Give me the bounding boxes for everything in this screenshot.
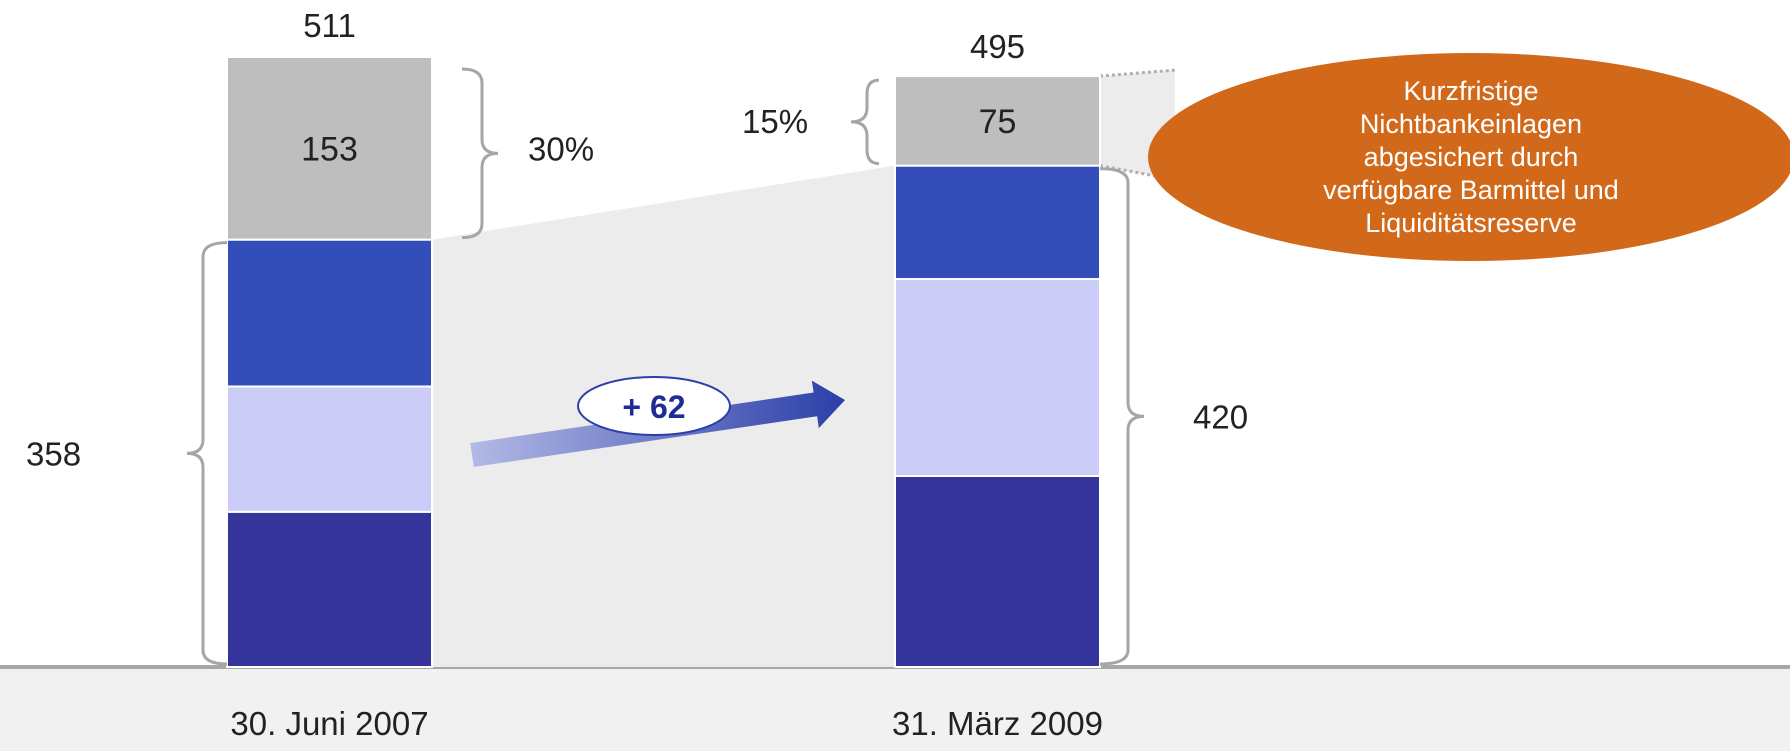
bar-segment [894,164,1101,281]
callout-line: abgesichert durch [1363,141,1579,172]
floor-band [0,668,1790,751]
callout-line: Kurzfristige [1403,75,1539,106]
lower-total-brace [186,241,228,666]
callout-connector-line [1099,68,1176,78]
lower-total-brace [1099,167,1145,666]
share-label: 30% [528,130,594,167]
category-label: 31. März 2009 [892,705,1103,742]
share-brace [461,67,499,240]
category-label: 30. Juni 2007 [230,705,428,742]
callout-connector-line [1099,164,1176,182]
bar-segment-top [894,75,1101,167]
lower-total-label: 358 [26,435,81,472]
bar-segment [226,385,433,513]
total-label: 495 [970,28,1025,65]
total-label: 511 [303,7,356,44]
bar-segment [226,238,433,388]
top-segment-value-label: 75 [979,103,1017,141]
bar-segment-top [226,56,433,241]
callout-line: Nichtbankeinlagen [1359,108,1583,139]
callout-bubble: Kurzfristige Nichtbankeinlagen abgesiche… [1148,53,1790,261]
top-segment-value-label: 153 [301,130,358,168]
bar-segment [894,475,1101,668]
share-label: 15% [742,103,808,140]
lower-total-label: 420 [1193,398,1248,435]
callout-line: Liquiditätsreserve [1365,207,1577,238]
bar-segment [894,278,1101,478]
share-brace [850,78,880,166]
change-badge [577,376,731,436]
bar-segment [226,510,433,668]
change-label: + 62 [622,389,685,425]
callout-line: verfügbare Barmittel und [1323,174,1619,205]
